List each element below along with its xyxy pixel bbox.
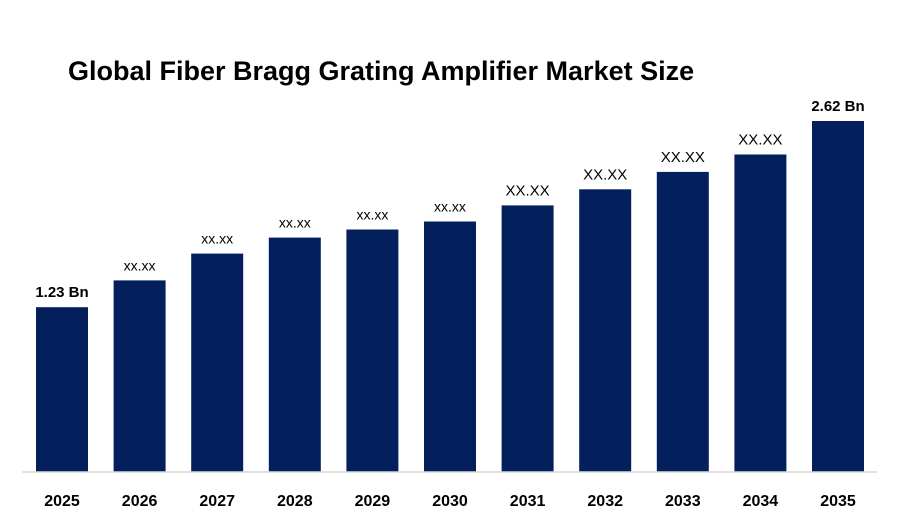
value-label-2025: 1.23 Bn — [35, 284, 88, 301]
x-tick-label-2028: 2028 — [277, 493, 313, 510]
bars-group — [36, 121, 864, 473]
x-tick-label-2029: 2029 — [355, 493, 391, 510]
value-label-2026: xx.xx — [124, 257, 156, 273]
value-label-2034: XX.XX — [738, 132, 782, 149]
x-tick-label-2030: 2030 — [432, 493, 468, 510]
bar-2028 — [268, 237, 321, 472]
bar-2031 — [501, 205, 554, 472]
bar-2029 — [346, 229, 399, 472]
x-tick-label-2027: 2027 — [199, 493, 235, 510]
x-tick-label-2032: 2032 — [587, 493, 623, 510]
x-tick-label-2031: 2031 — [510, 493, 546, 510]
bar-2034 — [734, 154, 787, 472]
value-label-2028: xx.xx — [279, 215, 311, 231]
bar-2033 — [656, 171, 709, 472]
value-label-2027: xx.xx — [201, 231, 233, 247]
bar-2026 — [113, 280, 166, 472]
value-label-2033: XX.XX — [661, 149, 705, 166]
x-tick-label-2033: 2033 — [665, 493, 701, 510]
bar-2032 — [579, 189, 632, 473]
value-label-2032: XX.XX — [583, 166, 627, 183]
x-tick-label-2034: 2034 — [743, 493, 779, 510]
bar-2025 — [36, 307, 88, 472]
x-tick-label-2025: 2025 — [44, 493, 80, 510]
bar-2030 — [424, 221, 476, 472]
bar-2035 — [812, 121, 864, 472]
value-label-2029: xx.xx — [356, 207, 388, 223]
value-labels-group: 1.23 Bn xx.xx xx.xx xx.xx xx.xx xx.xx XX.XX XX.… — [35, 98, 864, 301]
chart-title: Global Fiber Bragg Grating Amplifier Mar… — [68, 56, 695, 86]
x-tick-label-2026: 2026 — [122, 493, 158, 510]
value-label-2031: XX.XX — [506, 182, 550, 199]
x-tick-label-2035: 2035 — [820, 493, 856, 510]
bar-2027 — [191, 253, 244, 472]
value-label-2030: xx.xx — [434, 199, 466, 215]
value-label-2035: 2.62 Bn — [811, 98, 864, 115]
x-tick-labels-group: 2025 2026 2027 2028 2029 2030 2031 2032 2033 2034… — [44, 493, 856, 510]
